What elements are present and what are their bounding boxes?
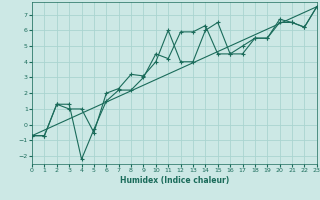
X-axis label: Humidex (Indice chaleur): Humidex (Indice chaleur) xyxy=(120,176,229,185)
